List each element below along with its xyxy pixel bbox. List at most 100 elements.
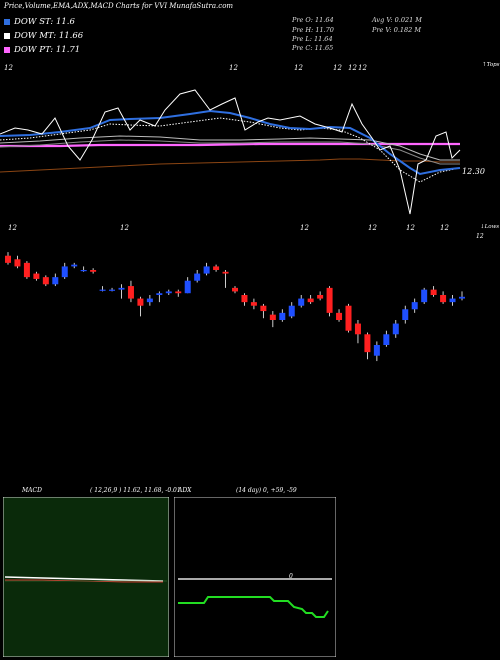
candle-down (23, 262, 30, 278)
candle-up (156, 293, 163, 295)
candle-up (165, 291, 172, 294)
main-lines-group (0, 89, 461, 215)
dow-pt-line (0, 142, 460, 148)
bottom-tick-label: 12 (368, 224, 377, 232)
legend-swatch-pt (4, 46, 10, 53)
legend-dow-st: DOW ST: 11.6 (4, 17, 75, 27)
candle-down (364, 334, 371, 353)
prev-high: Pre H: 11.70 (292, 26, 334, 34)
macd-panel (3, 497, 169, 657)
top-tick-labels: 12 12 12 12 12 12 (4, 64, 367, 72)
prev-low: Pre L: 11.64 (292, 35, 333, 43)
candle-up (52, 277, 59, 285)
lows-label: ↓Lows (480, 224, 499, 230)
candle-down (336, 312, 343, 320)
prev-volume: Pre V: 0.182 M (372, 26, 422, 34)
adx-marker: 0 (289, 573, 293, 580)
legend-label-mt: DOW MT: 11.66 (14, 31, 84, 41)
bottom-tick-label: 12 (406, 224, 415, 232)
macd-line (4, 576, 164, 582)
legend-swatch-mt (4, 32, 10, 39)
legend-swatch-st (4, 18, 10, 25)
candle-down (326, 287, 333, 313)
top-tick-label: 12 (358, 64, 367, 72)
candle-down (440, 295, 447, 303)
top-tick-label: 12 (229, 64, 238, 72)
dow-mt-line (0, 117, 461, 183)
candle-up (194, 273, 201, 281)
macd-label: MACD (22, 487, 42, 494)
candle-down (232, 287, 238, 292)
candle-up (279, 312, 286, 320)
candle-up (203, 266, 210, 274)
candle-down (260, 305, 267, 312)
candle-down (42, 277, 49, 285)
candle-down (430, 289, 437, 295)
candle-down (127, 286, 134, 299)
candle-up (118, 287, 125, 290)
candle-down (250, 302, 257, 306)
bottom-tick-label: 12 (8, 224, 17, 232)
adx-params: (14 day) 0, +59, -59 (236, 487, 297, 494)
candle-down (14, 259, 21, 267)
ema-gray-line-2 (0, 139, 460, 165)
candle-down (175, 291, 182, 294)
candle-up (298, 298, 305, 306)
candle-up (71, 264, 78, 267)
candle-down (307, 298, 314, 303)
candle-down (269, 314, 276, 320)
candle-down (137, 298, 144, 306)
top-tick-label: 12 (348, 64, 357, 72)
adx-background (174, 497, 336, 657)
candle-down (90, 270, 97, 272)
bottom-tick-labels: 12 12 12 12 12 12 (8, 224, 449, 232)
candle-up (392, 323, 399, 335)
lows-value-label: 12 (476, 233, 484, 240)
bottom-tick-label: 12 (300, 224, 309, 232)
candle-down (317, 295, 324, 299)
top-tick-label: 12 (4, 64, 13, 72)
legend-dow-mt: DOW MT: 11.66 (4, 31, 83, 41)
candle-down (213, 266, 220, 270)
candle-up (184, 280, 191, 294)
candle-down (33, 273, 40, 279)
candle-up (421, 289, 428, 303)
candle-up (80, 270, 87, 272)
candle-up (288, 305, 295, 317)
candle-up (383, 334, 390, 345)
candlestick-series (5, 252, 465, 362)
price-chart: 12 12 12 12 12 12 ↑Tops 12 12 12 12 12 1… (0, 61, 500, 362)
top-tick-label: 12 (294, 64, 303, 72)
candle-down (5, 255, 11, 263)
candle-up (146, 298, 153, 303)
candle-up (402, 309, 409, 320)
candle-down (222, 271, 229, 274)
prev-close: Pre C: 11.65 (292, 44, 334, 52)
avg-volume: Avg V: 0.021 M (372, 16, 422, 24)
ema-brown-line (0, 158, 460, 173)
macd-params: ( 12,26,9 ) 11.62, 11.68, -0.01 (90, 487, 181, 494)
legend-label-pt: DOW PT: 11.71 (14, 45, 81, 55)
candle-up (61, 266, 68, 278)
adx-panel: 0 (174, 497, 336, 657)
candle-up (411, 302, 418, 310)
adx-label: ADX (178, 487, 192, 494)
candle-down (354, 323, 361, 335)
candle-up (459, 296, 465, 299)
bottom-tick-label: 12 (440, 224, 449, 232)
last-price-label: 12.30 (462, 167, 485, 176)
candle-up (109, 289, 116, 291)
candle-down (345, 305, 352, 331)
candle-up (373, 345, 380, 356)
prev-open: Pre O: 11.64 (292, 16, 334, 24)
legend-label-st: DOW ST: 11.6 (14, 17, 75, 27)
top-tick-label: 12 (333, 64, 342, 72)
price-line (0, 89, 461, 215)
tops-label: ↑Tops (482, 61, 500, 68)
bottom-tick-label: 12 (120, 224, 129, 232)
candle-up (99, 289, 106, 291)
candle-up (449, 298, 456, 303)
candle-down (241, 295, 248, 303)
chart-title: Price,Volume,EMA,ADX,MACD Charts for VVI… (4, 2, 234, 10)
adx-line (178, 596, 329, 618)
